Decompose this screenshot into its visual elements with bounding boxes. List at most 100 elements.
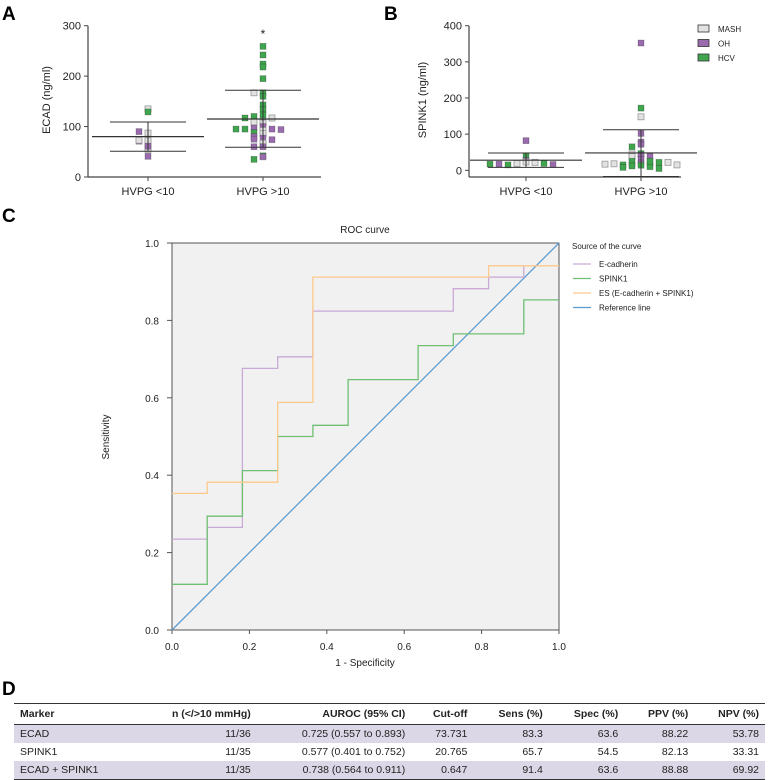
data-point-oh (495, 160, 503, 168)
table-cell: 63.6 (548, 724, 625, 743)
data-point-mash (601, 160, 609, 168)
legend-label: OH (718, 40, 730, 49)
x-tick-label: 0.4 (320, 642, 334, 653)
data-point-hcv (250, 155, 258, 163)
y-tick-label: 200 (63, 71, 81, 83)
column-header: NPV (%) (694, 703, 765, 725)
legend-swatch-hcv (697, 53, 710, 62)
significance-marker: * (261, 27, 266, 41)
x-tick-label: 0.6 (397, 642, 411, 653)
data-point-mash (531, 158, 539, 166)
y-tick-label: 300 (444, 57, 462, 69)
x-tick-label: 1.0 (552, 642, 566, 653)
y-tick-label: 300 (63, 21, 81, 33)
x-tick-label: 0.2 (242, 642, 256, 653)
table-cell: 69.92 (694, 761, 765, 780)
ecad-scatter-plot: ECAD (ng/ml) * 0 100 200 300 HVPG <10 HVPG >1… (41, 21, 321, 198)
roc-line-reference (171, 242, 560, 631)
legend-title: Source of the curve (572, 242, 642, 251)
data-point-hcv (540, 160, 548, 167)
data-point-oh (135, 128, 143, 136)
data-point-mash (664, 158, 672, 166)
data-point-oh (268, 136, 276, 144)
data-point-hcv (655, 158, 663, 166)
y-tick-label: 100 (63, 122, 81, 134)
data-point-hcv (144, 108, 152, 116)
y-tick-label: 1.0 (145, 239, 159, 250)
data-point-mash (250, 118, 258, 126)
table-cell: 88.88 (624, 761, 695, 780)
y-tick-label: 0.6 (145, 394, 159, 405)
data-point-mash (610, 160, 618, 168)
table-cell: 53.78 (694, 724, 765, 743)
data-point-hcv (619, 164, 627, 171)
data-point-hcv (241, 125, 249, 133)
figure: A B C D ECAD (ng/ml) * 0 100 200 300 HVPG <1… (2, 4, 741, 700)
table-cell: 0.725 (0.557 to 0.893) (256, 724, 412, 743)
column-header: Marker (14, 703, 136, 725)
roc-line-spink1 (172, 299, 559, 585)
table-row: SPINK1 11/35 0.577 (0.401 to 0.752) 20.765 6… (14, 743, 765, 761)
data-point-oh (250, 143, 258, 151)
data-point-hcv (628, 162, 636, 170)
table-cell: ECAD + SPINK1 (14, 761, 136, 780)
x-tick-label: HVPG >10 (615, 186, 668, 198)
y-tick-label: 100 (444, 129, 462, 141)
x-axis-label: 1 - Specificity (335, 658, 394, 669)
table-cell: 11/36 (135, 724, 257, 743)
column-header: n (</>10 mmHg) (135, 703, 257, 725)
y-tick-label: 0.4 (145, 471, 159, 482)
table-cell: 0.738 (0.564 to 0.911) (256, 761, 412, 780)
y-tick-label: 0 (75, 172, 81, 184)
table-cell: 33.31 (732, 746, 759, 758)
legend-swatch-oh (697, 39, 710, 47)
data-point-hcv (259, 42, 267, 50)
data-point-hcv (232, 125, 240, 133)
y-axis-label: SPINK1 (ng/ml) (417, 62, 429, 138)
legend-label: MASH (718, 25, 741, 34)
table-cell: 20.765 (435, 746, 468, 758)
data-point-mash (513, 160, 521, 167)
data-point-oh (637, 39, 645, 47)
data-point-oh (250, 135, 258, 143)
table-cell: 11/35 (225, 746, 251, 758)
table-cell: 0.647 (411, 761, 474, 780)
table-cell: 82.13 (661, 746, 689, 758)
panel-label-d: D (2, 679, 16, 700)
roc-curve-chart: ROC curve 1 - Specificity Sensitivity So… (101, 225, 694, 669)
table-cell: 65.7 (522, 746, 543, 758)
data-point-oh (268, 125, 276, 133)
table-header-row: Marker n (</>10 mmHg) AUROC (95% CI) Cut… (14, 703, 765, 725)
data-point-mash (673, 161, 681, 169)
data-point-oh (259, 153, 267, 161)
x-tick-label: 0.0 (165, 642, 179, 653)
x-tick-label: HVPG >10 (237, 186, 290, 198)
table-cell: SPINK1 (20, 746, 58, 758)
column-header: Sens (%) (473, 703, 549, 725)
data-point-hcv (646, 157, 654, 165)
table-cell: 54.5 (597, 746, 619, 758)
table-row: ECAD + SPINK1 11/35 0.738 (0.564 to 0.911)… (14, 761, 765, 780)
table-row: ECAD 11/36 0.725 (0.557 to 0.893) 73.731 83.… (14, 724, 765, 743)
table-cell: ECAD (14, 724, 136, 743)
table-cell: 11/35 (135, 761, 257, 780)
data-point-hcv (259, 51, 267, 59)
legend-label: Reference line (599, 304, 651, 313)
legend-label: SPINK1 (599, 275, 628, 284)
legend-swatch-mash (697, 24, 710, 33)
y-axis-label: Sensitivity (101, 414, 112, 459)
y-axis-label: ECAD (ng/ml) (41, 66, 53, 134)
y-tick-label: 400 (444, 21, 462, 33)
spink1-scatter-plot: SPINK1 (ng/ml) 0 100 200 300 400 HVPG <10 HVPG… (417, 21, 741, 198)
data-point-oh (522, 137, 530, 145)
column-header: Spec (%) (548, 703, 625, 725)
legend-label: ES (E-cadherin + SPINK1) (599, 289, 694, 298)
data-point-oh (144, 152, 152, 160)
column-header: AUROC (95% CI) (256, 703, 412, 725)
data-point-hcv (486, 160, 494, 168)
data-point-hcv (655, 165, 663, 172)
data-point-hcv (637, 104, 645, 112)
panel-label-b: B (384, 4, 398, 25)
table-cell: 83.3 (473, 724, 549, 743)
panel-label-a: A (2, 4, 16, 25)
